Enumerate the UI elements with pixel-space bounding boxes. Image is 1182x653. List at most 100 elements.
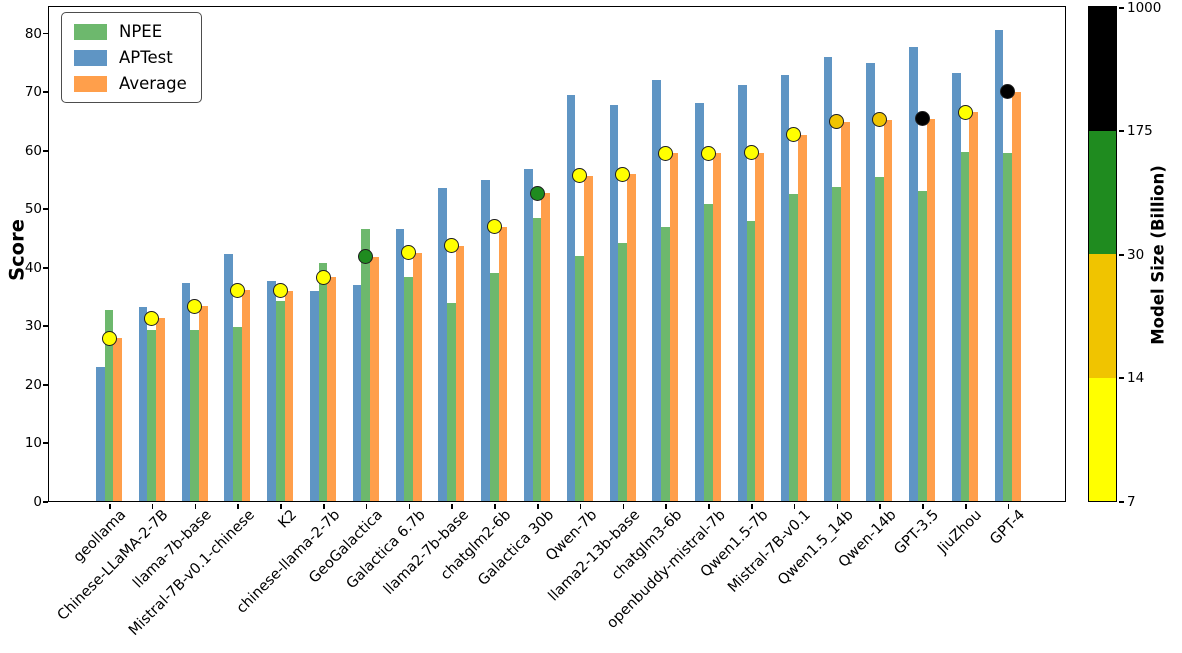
bar-aptest (181, 282, 191, 501)
bar-average (926, 118, 936, 501)
model-size-dot (443, 238, 459, 254)
y-tick-label: 30 (24, 318, 42, 335)
y-tick-mark (42, 91, 48, 93)
y-tick-mark (42, 149, 48, 152)
y-tick-label: 20 (24, 376, 42, 393)
bar-average (669, 153, 679, 501)
y-tick-mark (42, 208, 48, 211)
bar-average (541, 193, 550, 501)
bar-npee (361, 228, 371, 501)
colorbar (1088, 6, 1117, 502)
bar-aptest (395, 228, 405, 501)
x-tick-mark (365, 503, 368, 510)
bar-average (798, 134, 807, 501)
colorbar-segment (1089, 254, 1116, 378)
legend-item: APTest (74, 48, 187, 67)
bar-aptest (823, 56, 833, 501)
bar-npee (875, 176, 884, 501)
model-size-dot (529, 185, 545, 201)
x-tick-label: K2 (275, 507, 301, 532)
model-size-dot (700, 145, 716, 161)
model-size-dot (401, 245, 417, 261)
x-tick-mark (579, 503, 582, 510)
y-tick-label: 40 (24, 259, 42, 276)
bar-average (412, 252, 422, 501)
bar-npee (575, 256, 585, 501)
bar-npee (917, 190, 927, 501)
legend-label: NPEE (119, 22, 163, 41)
model-size-dot (187, 298, 203, 314)
bar-average (156, 318, 165, 501)
bar-npee (190, 329, 199, 501)
colorbar-tick-label: 1000 (1127, 0, 1162, 16)
bar-average (370, 256, 379, 501)
y-tick-label: 0 (33, 493, 42, 510)
colorbar-segment (1089, 130, 1116, 254)
model-size-dot (572, 168, 588, 184)
x-tick-mark (536, 503, 539, 510)
x-tick-label: Galactica 30b (475, 507, 558, 589)
x-tick-label: Qwen1.5_14b (775, 507, 857, 589)
bar-npee (1003, 153, 1013, 501)
colorbar-tick-mark (1118, 500, 1125, 503)
bar-aptest (609, 105, 619, 501)
legend-label: Average (119, 74, 187, 93)
model-size-dot (101, 330, 117, 346)
x-tick-mark (793, 503, 796, 510)
x-tick-mark (922, 503, 924, 510)
bar-average (455, 245, 465, 501)
bar-npee (960, 151, 970, 501)
y-tick-label: 80 (24, 25, 42, 42)
y-tick-label: 50 (24, 201, 42, 218)
model-size-dot (315, 269, 331, 285)
y-tick-mark (42, 442, 48, 445)
x-tick-mark (708, 503, 710, 510)
x-tick-label: GPT-4 (986, 507, 1028, 548)
colorbar-tick-label: 14 (1127, 370, 1145, 387)
model-size-dot (957, 104, 973, 120)
x-tick-mark (194, 503, 197, 510)
x-tick-label: GPT-3.5 (891, 507, 943, 558)
x-tick-mark (451, 503, 454, 510)
bar-npee (618, 243, 627, 501)
model-size-dot (229, 282, 245, 298)
bar-npee (489, 272, 499, 501)
y-tick-mark (42, 32, 48, 35)
x-tick-mark (964, 503, 967, 510)
model-size-dot (871, 112, 887, 128)
bar-aptest (738, 84, 747, 501)
x-tick-mark (622, 503, 625, 510)
bar-npee (532, 217, 542, 501)
legend: NPEE APTest Average (61, 12, 202, 103)
legend-item: Average (74, 74, 187, 93)
x-tick-mark (494, 503, 496, 510)
model-size-dot (829, 114, 845, 130)
y-tick-mark (42, 266, 48, 269)
model-size-dot (743, 145, 759, 161)
x-tick-mark (408, 503, 411, 510)
bar-aptest (224, 254, 234, 501)
model-size-dot (272, 283, 288, 299)
bar-average (198, 306, 208, 501)
model-size-dot (786, 127, 802, 143)
bar-average (969, 112, 978, 501)
bar-npee (789, 193, 799, 501)
colorbar-tick-mark (1118, 377, 1125, 380)
bar-average (1012, 91, 1021, 501)
x-tick-mark (108, 503, 111, 510)
bar-npee (447, 302, 456, 501)
bar-aptest (994, 30, 1004, 501)
y-tick-mark (42, 500, 48, 503)
colorbar-tick-mark (1118, 130, 1125, 133)
plot-area (48, 6, 1066, 502)
bar-npee (832, 186, 841, 501)
legend-swatch-average (74, 75, 107, 92)
colorbar-segment (1089, 377, 1116, 501)
bar-aptest (524, 168, 533, 501)
legend-swatch-npee (74, 23, 107, 40)
y-tick-mark (42, 325, 48, 328)
x-tick-label: Galactica 6.7b (343, 507, 429, 593)
bar-npee (104, 310, 114, 501)
colorbar-segment (1089, 7, 1116, 131)
